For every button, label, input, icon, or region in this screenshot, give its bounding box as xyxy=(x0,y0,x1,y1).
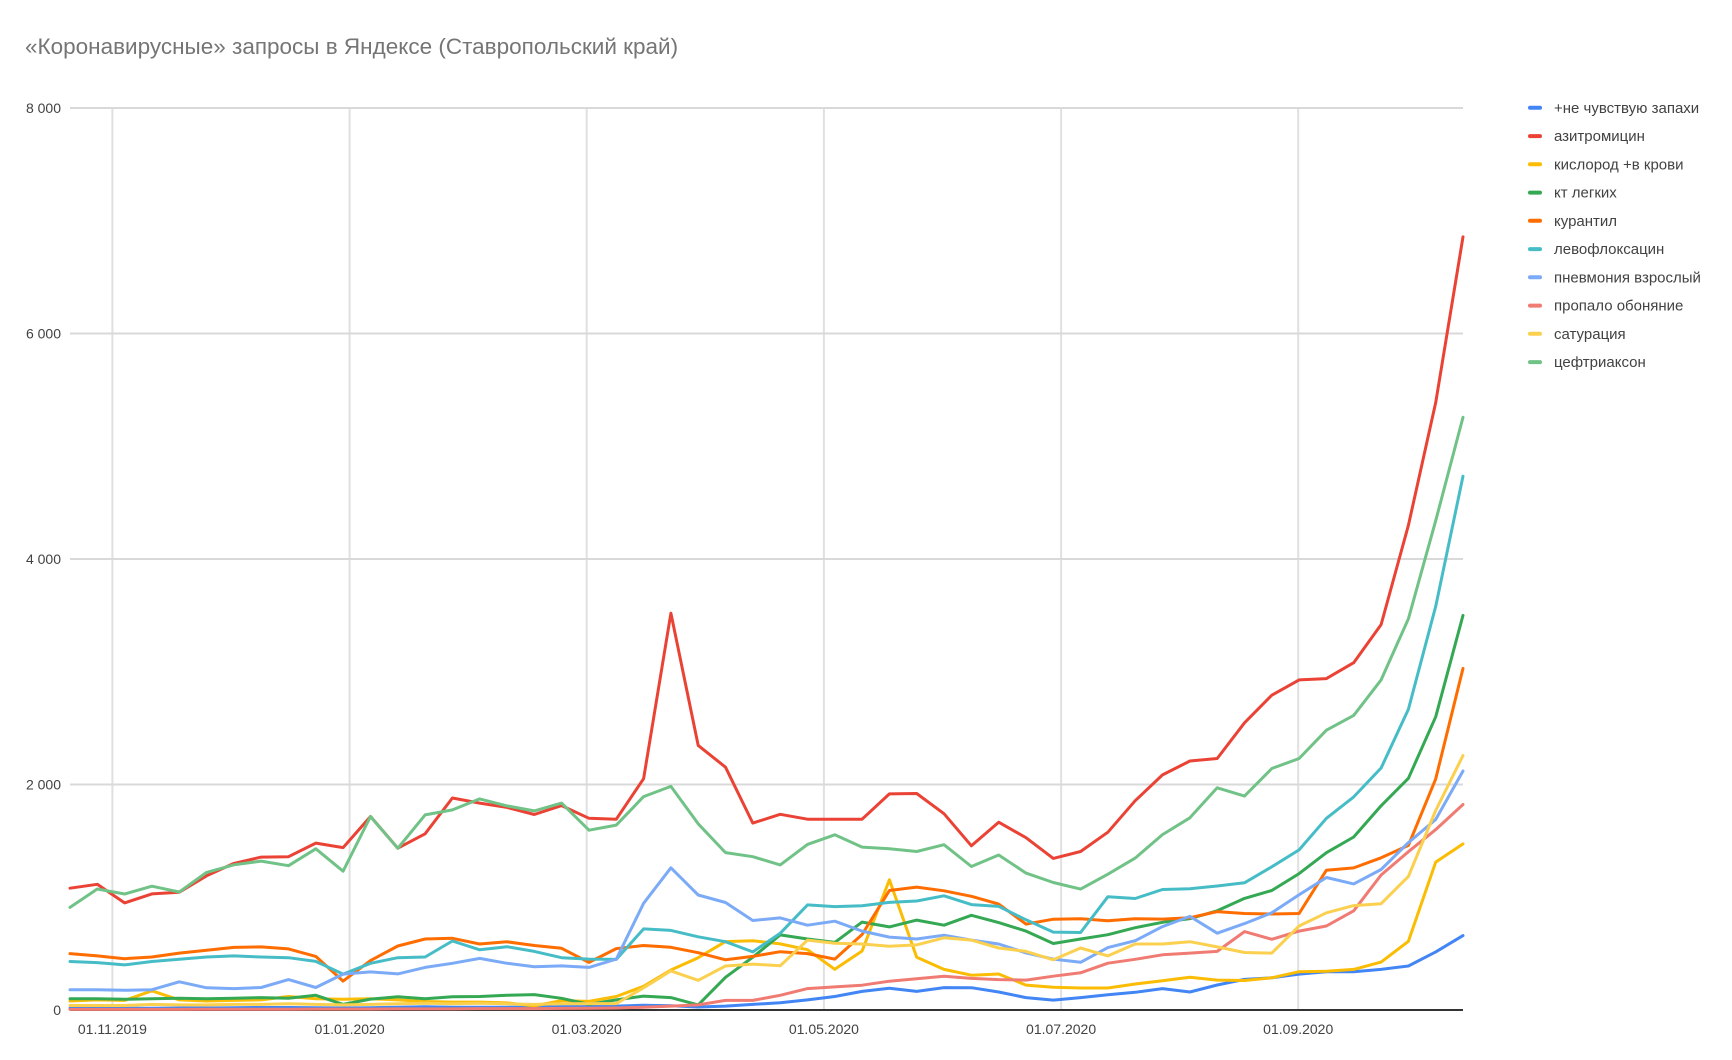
svg-text:пневмония взрослый: пневмония взрослый xyxy=(1554,269,1701,286)
svg-text:азитромицин: азитромицин xyxy=(1554,128,1645,145)
svg-text:01.01.2020: 01.01.2020 xyxy=(315,1021,385,1037)
svg-text:01.03.2020: 01.03.2020 xyxy=(552,1021,622,1037)
svg-text:сатурация: сатурация xyxy=(1554,326,1626,343)
svg-text:01.05.2020: 01.05.2020 xyxy=(789,1021,859,1037)
svg-text:кт легких: кт легких xyxy=(1554,185,1617,202)
svg-text:пропало обоняние: пропало обоняние xyxy=(1554,298,1683,315)
svg-text:курантил: курантил xyxy=(1554,213,1617,230)
svg-text:01.07.2020: 01.07.2020 xyxy=(1026,1021,1096,1037)
svg-text:«Коронавирусные» запросы в Янд: «Коронавирусные» запросы в Яндексе (Став… xyxy=(25,34,678,59)
svg-text:2 000: 2 000 xyxy=(26,777,61,793)
svg-text:01.11.2019: 01.11.2019 xyxy=(78,1021,147,1037)
svg-text:левофлоксацин: левофлоксацин xyxy=(1554,241,1664,258)
svg-text:кислород +в крови: кислород +в крови xyxy=(1554,156,1683,173)
svg-text:цефтриаксон: цефтриаксон xyxy=(1554,354,1646,371)
svg-text:4 000: 4 000 xyxy=(26,551,61,567)
svg-text:+не чувствую запахи: +не чувствую запахи xyxy=(1554,100,1699,117)
svg-text:01.09.2020: 01.09.2020 xyxy=(1263,1021,1333,1037)
svg-text:0: 0 xyxy=(53,1002,61,1018)
svg-text:6 000: 6 000 xyxy=(26,326,61,342)
svg-text:8 000: 8 000 xyxy=(26,100,61,116)
